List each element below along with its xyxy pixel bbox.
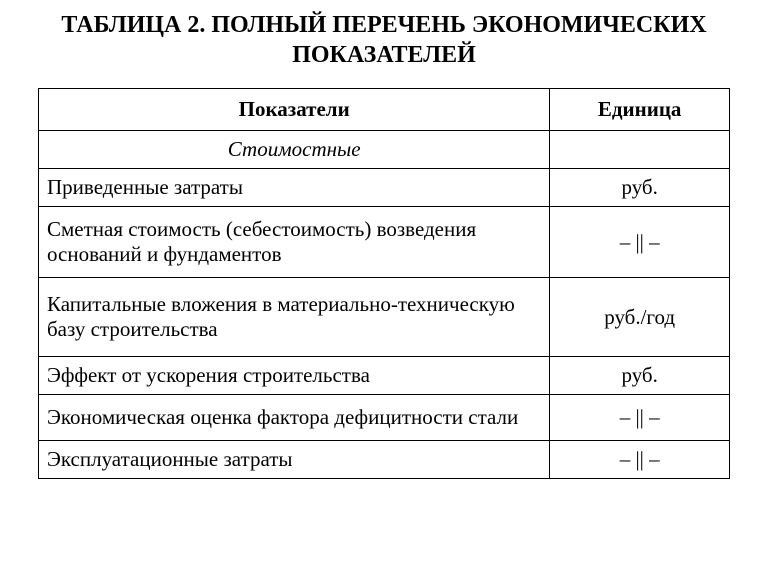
unit-cell: руб./год [550,278,730,357]
indicator-cell: Эффект от ускорения строительства [39,357,550,395]
indicator-cell: Эксплуатационные затраты [39,441,550,479]
unit-cell: – || – [550,395,730,441]
indicator-cell: Капитальные вложения в материально-техни… [39,278,550,357]
table-row: Капитальные вложения в материально-техни… [39,278,730,357]
unit-cell: – || – [550,441,730,479]
unit-cell: – || – [550,207,730,278]
indicator-cell: Приведенные затраты [39,169,550,207]
table-row: Экономическая оценка фактора дефицитност… [39,395,730,441]
table-row: Сметная стоимость (себестоимость) возвед… [39,207,730,278]
table-row: Эксплуатационные затраты – || – [39,441,730,479]
col-header-indicator: Показатели [39,89,550,131]
col-header-unit: Единица [550,89,730,131]
indicator-cell: Сметная стоимость (себестоимость) возвед… [39,207,550,278]
table-row: Эффект от ускорения строительства руб. [39,357,730,395]
unit-cell: руб. [550,357,730,395]
table-title: ТАБЛИЦА 2. ПОЛНЫЙ ПЕРЕЧЕНЬ ЭКОНОМИЧЕСКИХ… [38,10,730,70]
economic-indicators-table: Показатели Единица Стоимостные Приведенн… [38,88,730,479]
table-header-row: Показатели Единица [39,89,730,131]
section-label: Стоимостные [39,131,550,169]
section-unit [550,131,730,169]
table-row: Приведенные затраты руб. [39,169,730,207]
section-row: Стоимостные [39,131,730,169]
page: ТАБЛИЦА 2. ПОЛНЫЙ ПЕРЕЧЕНЬ ЭКОНОМИЧЕСКИХ… [0,0,768,479]
unit-cell: руб. [550,169,730,207]
indicator-cell: Экономическая оценка фактора дефицитност… [39,395,550,441]
